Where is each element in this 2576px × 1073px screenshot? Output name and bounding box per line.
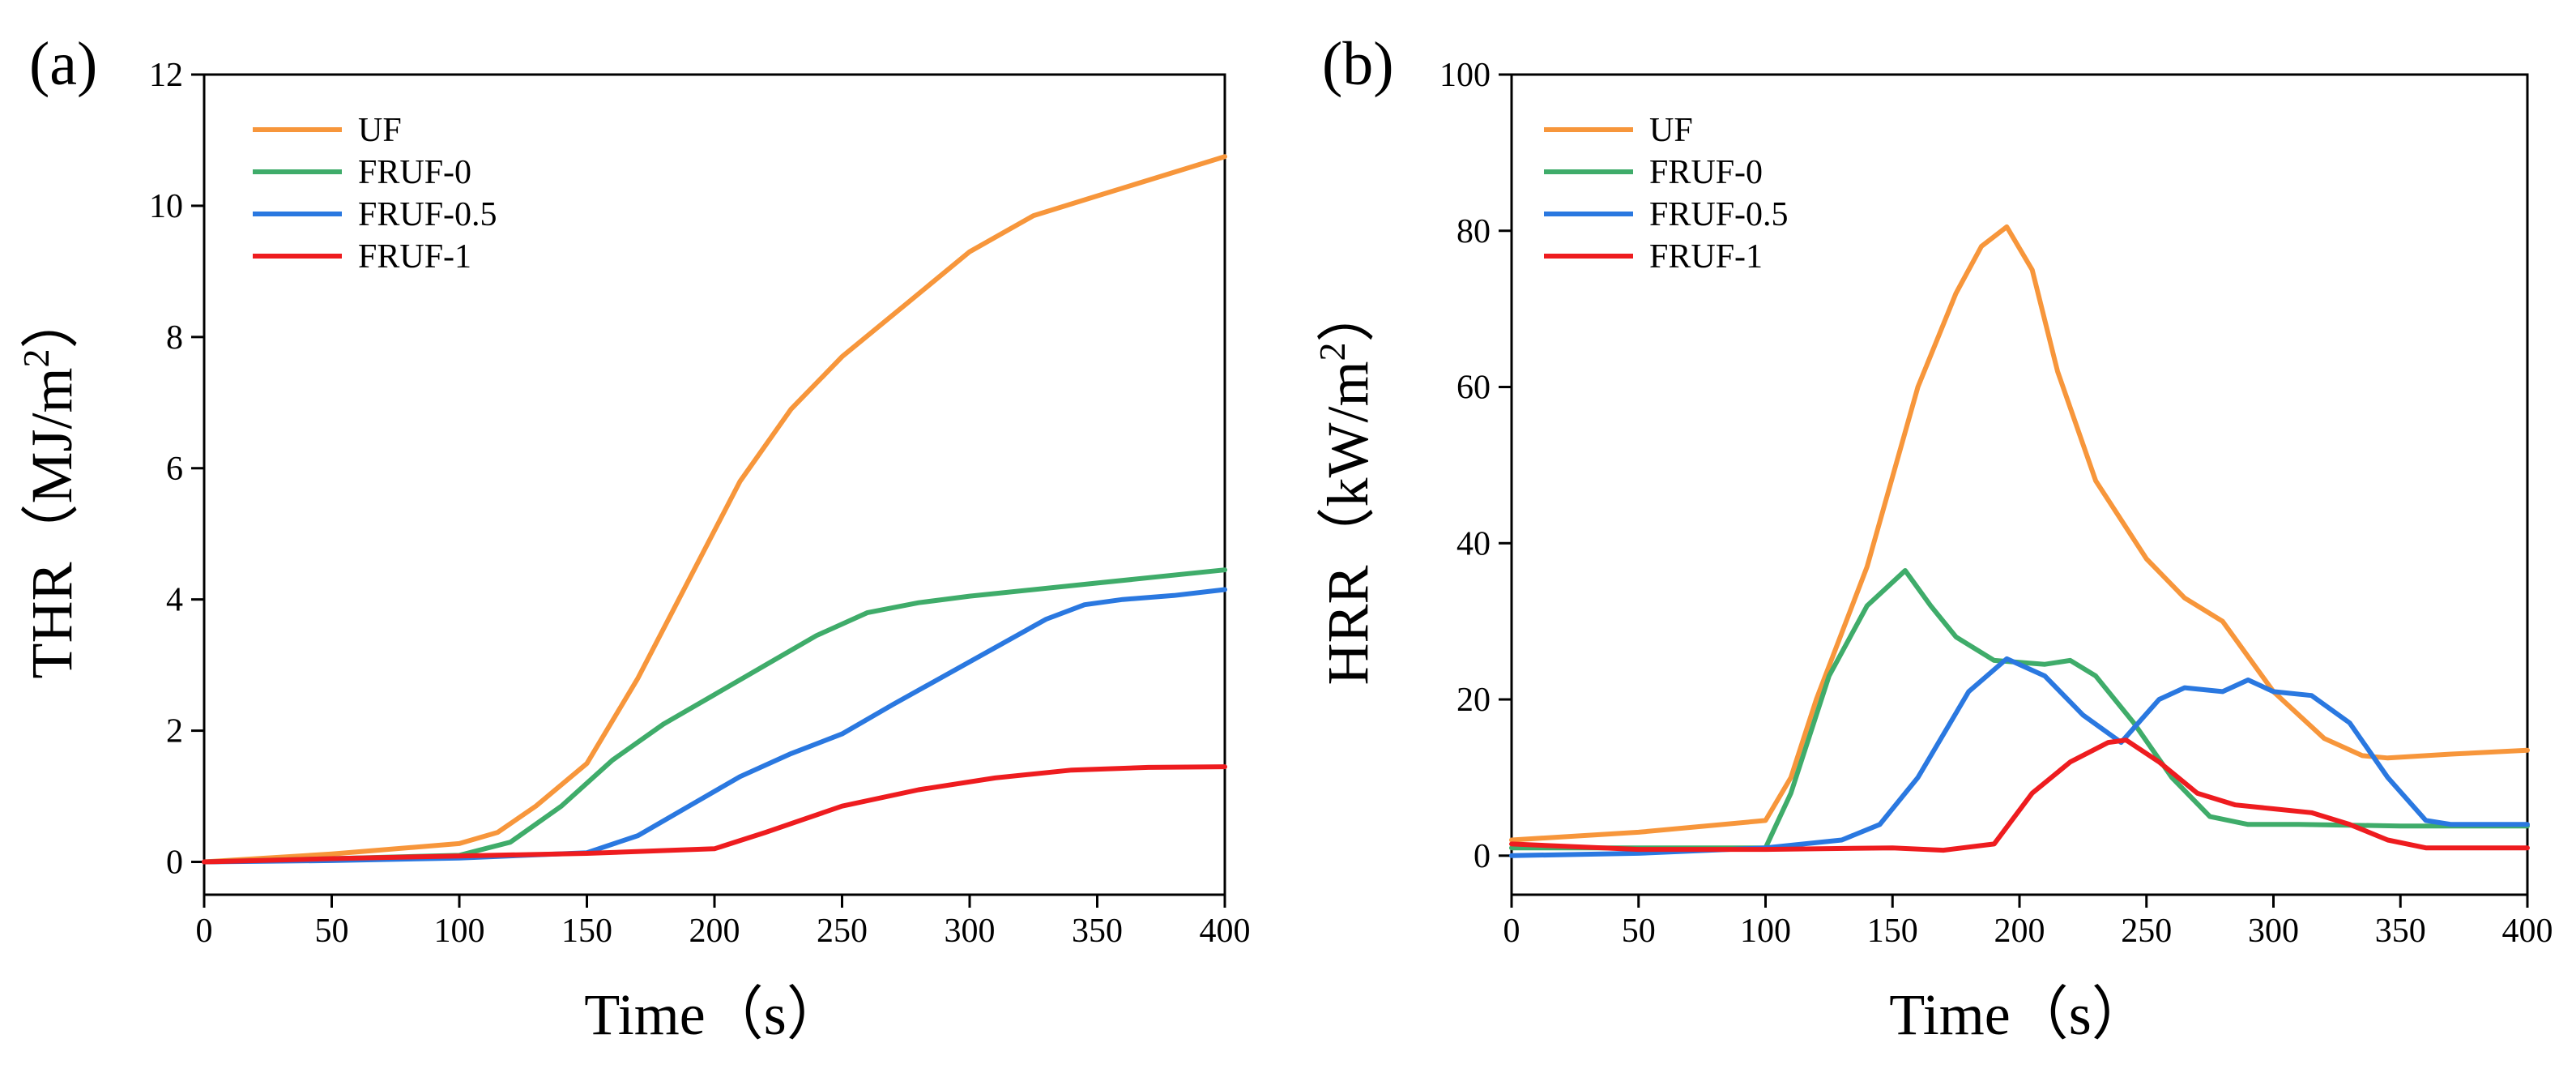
x-tick-label: 50 (315, 913, 349, 950)
chart-panel-b: 0 50 100 150 200 250 300 350 400 0 20 40 60 80 100 Time… (1311, 30, 2553, 1047)
y-tick-label: 4 (166, 582, 183, 619)
y-tick-label: 2 (166, 713, 183, 750)
x-tick-label: 400 (1200, 913, 1251, 950)
x-axis-label: Time（s） (584, 982, 844, 1047)
legend-label: FRUF-0 (358, 154, 471, 191)
series-line-fruf-1 (1509, 737, 2530, 853)
y-tick-label: 40 (1456, 525, 1491, 562)
x-tick-label: 0 (196, 913, 213, 950)
x-tick-label: 250 (817, 913, 868, 950)
y-tick-label: 10 (149, 188, 183, 225)
x-tick-label: 300 (945, 913, 996, 950)
series-line-fruf-0 (202, 567, 1227, 865)
legend-label: FRUF-0 (1649, 154, 1763, 191)
panel-label: (a) (29, 30, 97, 98)
legend-label: FRUF-0.5 (358, 196, 497, 233)
legend-label: FRUF-0.5 (1649, 196, 1789, 233)
y-tick-label: 0 (1474, 838, 1491, 875)
y-tick-label: 60 (1456, 370, 1491, 407)
x-tick-label: 200 (1994, 913, 2045, 950)
legend-label: FRUF-1 (358, 238, 471, 276)
y-axis-label: THR（MJ/m2） (15, 290, 84, 678)
series-line-fruf-0-5 (202, 587, 1227, 865)
legend-label: UF (358, 112, 402, 149)
x-tick-label: 100 (1740, 913, 1791, 950)
x-tick-label: 200 (689, 913, 740, 950)
y-tick-label: 6 (166, 451, 183, 488)
y-axis-label: HRR（kW/m2） (1311, 284, 1380, 685)
x-tick-label: 250 (2121, 913, 2172, 950)
x-tick-label: 350 (1072, 913, 1123, 950)
y-tick-label: 20 (1456, 682, 1491, 719)
x-axis-label: Time（s） (1889, 982, 2149, 1047)
x-tick-label: 400 (2502, 913, 2553, 950)
x-tick-label: 150 (561, 913, 612, 950)
y-tick-label: 0 (166, 844, 183, 882)
x-tick-label: 300 (2248, 913, 2299, 950)
y-tick-label: 12 (149, 57, 183, 94)
x-tick-label: 350 (2375, 913, 2426, 950)
chart-panel-a: 0 50 100 150 200 250 300 350 400 0 2 4 6 8 10 12 Time（s）… (15, 30, 1251, 1047)
x-tick-label: 100 (434, 913, 485, 950)
y-tick-label: 80 (1456, 213, 1491, 250)
legend-label: UF (1649, 112, 1693, 149)
series-line-fruf-1 (202, 764, 1227, 865)
y-tick-label: 8 (166, 319, 183, 357)
series-line-fruf-0-5 (1509, 656, 2530, 858)
legend-label: FRUF-1 (1649, 238, 1763, 276)
x-tick-label: 0 (1503, 913, 1520, 950)
x-tick-label: 150 (1867, 913, 1918, 950)
series-line-uf (1509, 224, 2530, 843)
y-tick-label: 100 (1439, 57, 1491, 94)
panel-label: (b) (1322, 30, 1394, 98)
series-line-uf (202, 154, 1227, 865)
x-tick-label: 50 (1622, 913, 1656, 950)
